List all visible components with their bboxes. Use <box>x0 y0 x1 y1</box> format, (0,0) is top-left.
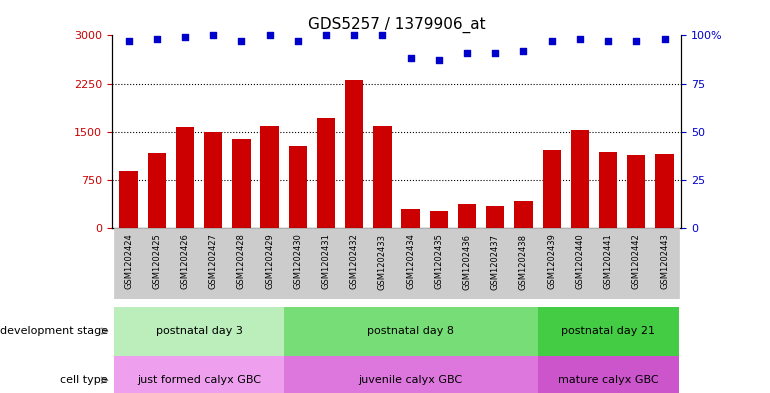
Point <box>404 55 417 62</box>
Text: GSM1202441: GSM1202441 <box>604 233 613 289</box>
Bar <box>227 228 256 299</box>
Bar <box>115 307 283 356</box>
Bar <box>256 228 283 299</box>
Text: postnatal day 3: postnatal day 3 <box>156 326 243 336</box>
Text: GSM1202434: GSM1202434 <box>406 233 415 290</box>
Bar <box>481 228 510 299</box>
Point <box>461 50 474 56</box>
Bar <box>514 201 533 228</box>
Bar <box>345 80 363 228</box>
Text: GSM1202427: GSM1202427 <box>209 233 218 290</box>
Bar <box>486 206 504 228</box>
Text: GSM1202426: GSM1202426 <box>180 233 189 290</box>
Bar <box>537 356 678 393</box>
Point <box>377 32 389 39</box>
Text: GSM1202437: GSM1202437 <box>490 233 500 290</box>
Point <box>320 32 332 39</box>
Bar <box>651 228 678 299</box>
Bar <box>171 228 199 299</box>
Bar <box>289 146 307 228</box>
Point <box>151 36 163 42</box>
Text: GSM1202438: GSM1202438 <box>519 233 528 290</box>
Text: GSM1202430: GSM1202430 <box>293 233 303 290</box>
Text: GSM1202431: GSM1202431 <box>322 233 330 290</box>
Point <box>517 48 530 54</box>
Bar <box>655 154 674 228</box>
Bar <box>453 228 481 299</box>
Text: GSM1202432: GSM1202432 <box>350 233 359 290</box>
Text: GSM1202440: GSM1202440 <box>575 233 584 289</box>
Bar <box>368 228 397 299</box>
Text: postnatal day 21: postnatal day 21 <box>561 326 655 336</box>
Text: GSM1202429: GSM1202429 <box>265 233 274 289</box>
Bar <box>510 228 537 299</box>
Point <box>602 38 614 44</box>
Point <box>348 32 360 39</box>
Bar <box>176 127 194 228</box>
Bar <box>312 228 340 299</box>
Text: GSM1202435: GSM1202435 <box>434 233 444 290</box>
Point <box>179 34 191 40</box>
Bar <box>430 211 448 228</box>
Text: just formed calyx GBC: just formed calyx GBC <box>137 375 261 385</box>
Point <box>433 57 445 64</box>
Text: development stage: development stage <box>0 326 108 336</box>
Point <box>489 50 501 56</box>
Bar <box>142 228 171 299</box>
Bar <box>260 126 279 228</box>
Bar <box>599 152 618 228</box>
Text: GSM1202424: GSM1202424 <box>124 233 133 289</box>
Point <box>236 38 248 44</box>
Bar <box>199 228 227 299</box>
Bar <box>425 228 453 299</box>
Bar <box>537 228 566 299</box>
Bar <box>622 228 651 299</box>
Point <box>292 38 304 44</box>
Text: GSM1202433: GSM1202433 <box>378 233 387 290</box>
Text: postnatal day 8: postnatal day 8 <box>367 326 454 336</box>
Text: GSM1202425: GSM1202425 <box>152 233 161 289</box>
Bar <box>283 228 312 299</box>
Text: GSM1202443: GSM1202443 <box>660 233 669 290</box>
Point <box>263 32 276 39</box>
Bar <box>204 132 223 228</box>
Text: mature calyx GBC: mature calyx GBC <box>557 375 658 385</box>
Bar <box>119 171 138 228</box>
Bar <box>566 228 594 299</box>
Bar <box>571 130 589 228</box>
Bar <box>373 126 392 228</box>
Bar <box>537 307 678 356</box>
Text: juvenile calyx GBC: juvenile calyx GBC <box>359 375 463 385</box>
Bar <box>283 307 537 356</box>
Bar <box>543 150 561 228</box>
Bar <box>401 209 420 228</box>
Point <box>545 38 557 44</box>
Bar <box>340 228 368 299</box>
Bar <box>317 118 335 228</box>
Bar <box>594 228 622 299</box>
Title: GDS5257 / 1379906_at: GDS5257 / 1379906_at <box>308 17 485 33</box>
Bar <box>397 228 425 299</box>
Text: GSM1202436: GSM1202436 <box>463 233 471 290</box>
Bar <box>627 155 645 228</box>
Point <box>122 38 135 44</box>
Point <box>574 36 586 42</box>
Bar <box>458 204 476 228</box>
Text: GSM1202439: GSM1202439 <box>547 233 556 290</box>
Bar <box>115 356 283 393</box>
Bar <box>115 228 142 299</box>
Text: GSM1202428: GSM1202428 <box>237 233 246 290</box>
Point <box>658 36 671 42</box>
Text: GSM1202442: GSM1202442 <box>632 233 641 289</box>
Bar <box>233 140 250 228</box>
Point <box>630 38 642 44</box>
Bar <box>148 154 166 228</box>
Point <box>207 32 219 39</box>
Text: cell type: cell type <box>60 375 108 385</box>
Bar <box>283 356 537 393</box>
